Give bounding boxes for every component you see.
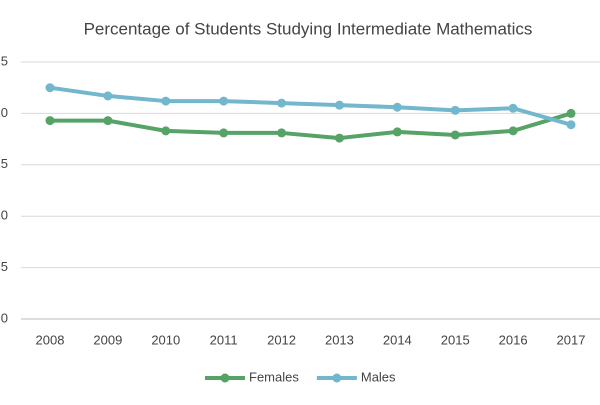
y-tick-label: 10: [0, 208, 8, 223]
point: [219, 128, 229, 138]
y-tick-label: 20: [0, 105, 8, 120]
point: [450, 130, 460, 140]
x-tick-label: 2013: [325, 332, 354, 347]
point: [508, 126, 518, 136]
x-tick-label: 2017: [557, 332, 586, 347]
legend-marker: [220, 373, 230, 383]
series-line: [50, 111, 572, 141]
x-tick-label: 2010: [151, 332, 180, 347]
x-tick-label: 2016: [499, 332, 528, 347]
point: [566, 120, 576, 130]
x-tick-label: 2015: [441, 332, 470, 347]
legend-label: Females: [249, 369, 299, 384]
x-tick-label: 2014: [383, 332, 412, 347]
x-tick-label: 2011: [210, 332, 238, 347]
point: [392, 102, 402, 112]
legend-label: Males: [361, 369, 396, 384]
y-tick-label: 15: [0, 156, 8, 171]
series-line: [49, 85, 572, 127]
point: [161, 126, 171, 136]
x-tick-label: 2008: [36, 332, 65, 347]
point: [103, 116, 113, 126]
y-tick-label: 5: [1, 259, 8, 274]
point: [334, 133, 344, 143]
point: [277, 98, 287, 108]
point: [508, 103, 518, 113]
point: [45, 116, 55, 126]
point: [161, 96, 171, 106]
x-tick-label: 2009: [93, 332, 122, 347]
legend-marker: [332, 373, 342, 383]
point: [103, 91, 113, 101]
point: [566, 108, 576, 118]
chart-title: Percentage of Students Studying Intermed…: [84, 19, 533, 38]
point: [219, 96, 229, 106]
point: [450, 105, 460, 115]
y-tick-label: 0: [1, 310, 8, 325]
point: [392, 127, 402, 137]
x-tick-label: 2012: [267, 332, 296, 347]
point: [277, 128, 287, 138]
point: [45, 83, 55, 93]
y-tick-label: 25: [0, 53, 8, 68]
point: [334, 100, 344, 110]
